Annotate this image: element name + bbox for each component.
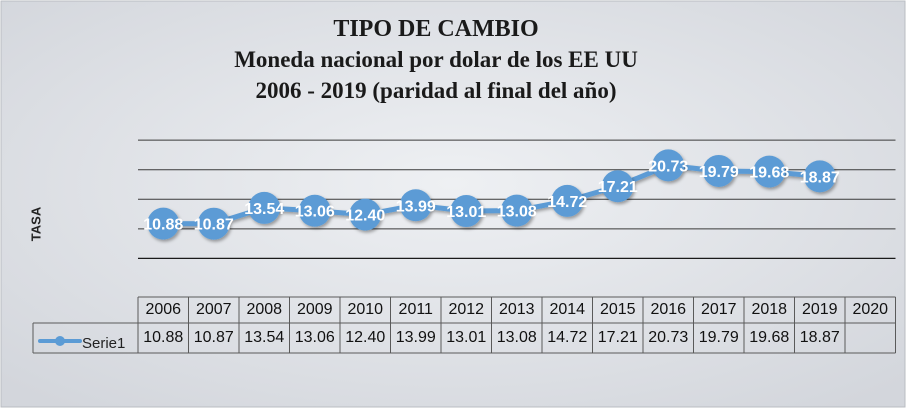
table-value: 19.79 [698, 329, 739, 346]
data-label: 13.54 [244, 201, 284, 218]
data-label: 19.79 [699, 164, 739, 181]
table-value [845, 323, 896, 353]
series-point [450, 195, 483, 228]
series-point [702, 154, 735, 187]
tick-label: 2013 [498, 301, 535, 318]
data-label: 18.87 [800, 169, 840, 186]
table-value: 13.54 [244, 329, 285, 346]
table-value: 18.87 [799, 329, 840, 346]
table-value: 13.01 [446, 329, 487, 346]
tick-label: 2019 [801, 301, 838, 318]
chart-subtitle: Moneda nacional por dolar de los EE UU [234, 47, 638, 72]
series-point [147, 207, 180, 240]
tick-label: 2015 [599, 301, 636, 318]
tick-label: 2009 [296, 301, 333, 318]
series-point [803, 160, 836, 193]
legend-marker [55, 336, 65, 346]
series-point [551, 184, 584, 217]
series-point [500, 194, 533, 227]
tick-label: 2011 [398, 301, 433, 318]
table-value: 13.06 [294, 329, 335, 346]
tick-label: 2014 [549, 301, 586, 318]
data-label: 13.08 [497, 204, 537, 221]
table-value: 19.68 [749, 329, 790, 346]
data-label: 13.99 [396, 198, 436, 215]
series-point [197, 207, 230, 240]
tick-label: 2018 [751, 301, 788, 318]
data-label: 10.87 [194, 217, 234, 234]
data-label: 19.68 [749, 165, 789, 182]
legend-series-name: Serie1 [82, 334, 126, 352]
data-label: 12.40 [345, 208, 385, 225]
chart-subtitle-2: 2006 - 2019 (paridad al final del año) [255, 78, 617, 103]
data-label: 17.21 [598, 179, 638, 196]
tick-label: 2012 [448, 301, 485, 318]
tick-label: 2020 [852, 301, 889, 318]
y-axis-label: TASA [28, 206, 44, 242]
series-point [399, 189, 432, 222]
data-label: 14.72 [547, 194, 587, 211]
table-value: 12.40 [345, 329, 386, 346]
table-value: 20.73 [648, 329, 689, 346]
series-point [248, 191, 281, 224]
series-point [652, 149, 685, 182]
table-value: 17.21 [597, 329, 638, 346]
table-value: 10.87 [193, 329, 234, 346]
tick-label: 2016 [650, 301, 687, 318]
series-point [298, 194, 331, 227]
tick-label: 2006 [145, 301, 182, 318]
tick-label: 2008 [246, 301, 283, 318]
chart-title: TIPO DE CAMBIO [333, 16, 539, 42]
table-value: 14.72 [547, 329, 588, 346]
tick-label: 2017 [700, 301, 737, 318]
data-label: 20.73 [648, 158, 688, 175]
series-point [601, 170, 634, 203]
series-point [753, 155, 786, 188]
table-value: 13.99 [395, 329, 436, 346]
table-value: 13.08 [496, 329, 537, 346]
data-label: 10.88 [143, 217, 183, 234]
data-label: 13.01 [446, 204, 486, 221]
tick-label: 2010 [347, 301, 384, 318]
tick-label: 2007 [195, 301, 232, 318]
data-label: 13.06 [295, 204, 335, 221]
table-value: 10.88 [143, 329, 184, 346]
series-point [349, 198, 382, 231]
